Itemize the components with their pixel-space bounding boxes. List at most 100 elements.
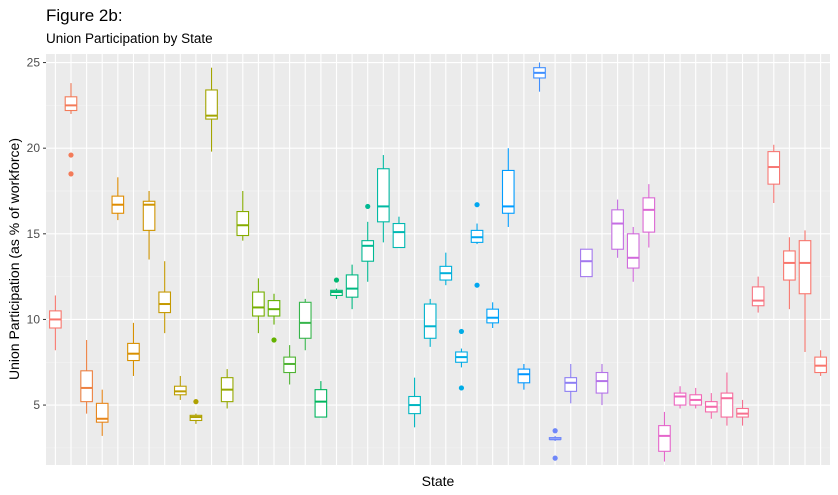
box-iqr — [314, 389, 328, 418]
outlier-point — [68, 171, 74, 177]
chart-title: Figure 2b: — [46, 6, 123, 25]
box-33 — [548, 428, 562, 461]
box-iqr — [345, 274, 359, 298]
box-1 — [49, 295, 62, 351]
box-iqr — [783, 250, 796, 281]
box-19 — [330, 277, 343, 299]
box-24 — [408, 377, 421, 428]
box-4 — [95, 389, 109, 436]
box-iqr — [205, 89, 218, 120]
box-iqr — [564, 377, 578, 392]
minor-gridlines — [46, 105, 830, 449]
box-50 — [814, 350, 827, 376]
box-41 — [673, 386, 687, 409]
box-iqr — [486, 308, 499, 324]
y-tick-label: 10 — [27, 312, 41, 326]
box-iqr — [517, 368, 531, 384]
outlier-point — [474, 282, 480, 288]
outlier-point — [271, 337, 277, 343]
outlier-point — [458, 328, 465, 335]
box-36 — [595, 363, 609, 406]
major-gridlines — [46, 54, 830, 465]
box-iqr — [642, 197, 656, 233]
box-5 — [111, 177, 125, 221]
box-23 — [392, 216, 406, 249]
x-axis-title: State — [422, 473, 455, 489]
box-28 — [470, 202, 484, 288]
outlier-point — [68, 152, 74, 158]
box-3 — [80, 339, 93, 414]
box-iqr — [80, 370, 93, 403]
box-37 — [611, 199, 624, 258]
box-iqr — [720, 392, 734, 418]
box-14 — [252, 278, 265, 334]
outlier-point — [474, 202, 480, 208]
box-iqr — [377, 168, 390, 223]
box-iqr — [595, 371, 609, 394]
box-40 — [658, 411, 671, 462]
y-axis-title: Union Participation (as % of workforce) — [6, 138, 22, 380]
box-38 — [626, 226, 640, 282]
box-iqr — [423, 303, 437, 339]
box-45 — [736, 399, 749, 426]
box-iqr — [751, 286, 765, 307]
box-46 — [751, 276, 765, 313]
box-iqr — [658, 425, 671, 452]
box-27 — [455, 328, 468, 391]
box-26 — [439, 252, 453, 286]
y-axis: 5 10 15 20 25 — [27, 56, 46, 412]
outlier-point — [365, 203, 371, 210]
box-47 — [767, 144, 781, 203]
boxes-group — [49, 62, 827, 462]
box-6 — [127, 322, 140, 376]
box-iqr — [64, 96, 78, 112]
box-44 — [720, 372, 734, 426]
box-15 — [267, 293, 281, 343]
box-iqr — [252, 291, 265, 317]
box-42 — [689, 387, 703, 409]
box-32 — [533, 62, 546, 92]
box-34 — [564, 363, 578, 404]
box-29 — [486, 302, 499, 328]
box-2 — [64, 83, 78, 177]
outlier-point — [333, 277, 340, 283]
box-iqr — [158, 291, 172, 314]
box-35 — [580, 248, 593, 278]
box-iqr — [611, 209, 624, 250]
box-22 — [377, 155, 390, 243]
box-10 — [189, 399, 203, 424]
box-21 — [361, 203, 375, 282]
outlier-point — [552, 428, 558, 434]
box-39 — [642, 184, 656, 248]
box-30 — [501, 148, 515, 227]
outlier-point — [552, 455, 558, 461]
box-7 — [142, 191, 156, 260]
box-iqr — [501, 169, 515, 214]
box-iqr — [236, 211, 250, 237]
chart-subtitle: Union Participation by State — [46, 31, 213, 46]
box-iqr — [392, 222, 406, 249]
box-iqr — [361, 240, 375, 262]
box-iqr — [798, 240, 812, 295]
box-iqr — [580, 248, 593, 278]
y-tick-label: 20 — [27, 141, 41, 155]
y-tick-label: 5 — [33, 398, 40, 412]
box-8 — [158, 261, 172, 334]
box-49 — [798, 230, 812, 352]
box-13 — [236, 191, 250, 241]
box-9 — [173, 375, 187, 400]
y-tick-label: 15 — [27, 227, 41, 241]
box-25 — [423, 298, 437, 347]
outlier-point — [458, 385, 465, 391]
box-48 — [783, 237, 796, 310]
box-iqr — [127, 342, 140, 362]
box-18 — [314, 381, 328, 418]
box-iqr — [626, 233, 640, 269]
box-17 — [298, 298, 312, 351]
box-iqr — [298, 301, 312, 339]
box-31 — [517, 363, 531, 390]
box-iqr — [673, 392, 687, 406]
box-iqr — [95, 402, 109, 423]
box-12 — [220, 369, 234, 409]
